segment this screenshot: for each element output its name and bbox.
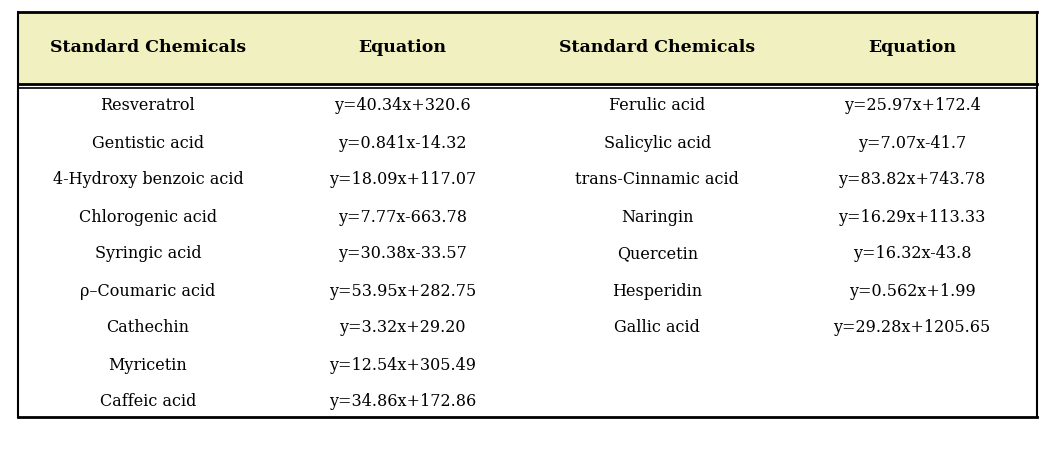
Text: y=18.09x+117.07: y=18.09x+117.07 [329, 171, 476, 189]
Text: Salicylic acid: Salicylic acid [603, 134, 711, 151]
Text: y=25.97x+172.4: y=25.97x+172.4 [844, 98, 980, 114]
Text: Caffeic acid: Caffeic acid [100, 394, 196, 410]
Text: Myricetin: Myricetin [109, 356, 188, 374]
Text: y=30.38x-33.57: y=30.38x-33.57 [339, 246, 467, 262]
Text: y=53.95x+282.75: y=53.95x+282.75 [329, 283, 476, 299]
Text: y=83.82x+743.78: y=83.82x+743.78 [839, 171, 985, 189]
Text: Chlorogenic acid: Chlorogenic acid [79, 208, 217, 226]
Text: Ferulic acid: Ferulic acid [610, 98, 706, 114]
Text: y=0.562x+1.99: y=0.562x+1.99 [849, 283, 976, 299]
Bar [18, 12, 1037, 417]
Bar [18, 12, 1037, 84]
Text: Quercetin: Quercetin [617, 246, 698, 262]
Text: y=7.07x-41.7: y=7.07x-41.7 [858, 134, 966, 151]
Text: y=16.29x+113.33: y=16.29x+113.33 [839, 208, 985, 226]
Text: y=40.34x+320.6: y=40.34x+320.6 [334, 98, 471, 114]
Text: trans-Cinnamic acid: trans-Cinnamic acid [575, 171, 740, 189]
Text: y=3.32x+29.20: y=3.32x+29.20 [340, 319, 466, 337]
Text: Equation: Equation [868, 40, 956, 57]
Text: Hesperidin: Hesperidin [612, 283, 703, 299]
Text: 4-Hydroxy benzoic acid: 4-Hydroxy benzoic acid [53, 171, 244, 189]
Text: y=16.32x-43.8: y=16.32x-43.8 [852, 246, 972, 262]
Text: y=12.54x+305.49: y=12.54x+305.49 [329, 356, 476, 374]
Text: Equation: Equation [359, 40, 446, 57]
Text: y=0.841x-14.32: y=0.841x-14.32 [339, 134, 467, 151]
Text: Resveratrol: Resveratrol [100, 98, 195, 114]
Text: y=7.77x-663.78: y=7.77x-663.78 [339, 208, 467, 226]
Text: Standard Chemicals: Standard Chemicals [50, 40, 246, 57]
Text: ρ–Coumaric acid: ρ–Coumaric acid [80, 283, 215, 299]
Text: Standard Chemicals: Standard Chemicals [559, 40, 755, 57]
Text: Cathechin: Cathechin [107, 319, 190, 337]
Text: Gallic acid: Gallic acid [614, 319, 701, 337]
Text: Syringic acid: Syringic acid [95, 246, 202, 262]
Text: Gentistic acid: Gentistic acid [92, 134, 204, 151]
Text: Naringin: Naringin [621, 208, 694, 226]
Text: y=29.28x+1205.65: y=29.28x+1205.65 [833, 319, 991, 337]
Text: y=34.86x+172.86: y=34.86x+172.86 [329, 394, 476, 410]
